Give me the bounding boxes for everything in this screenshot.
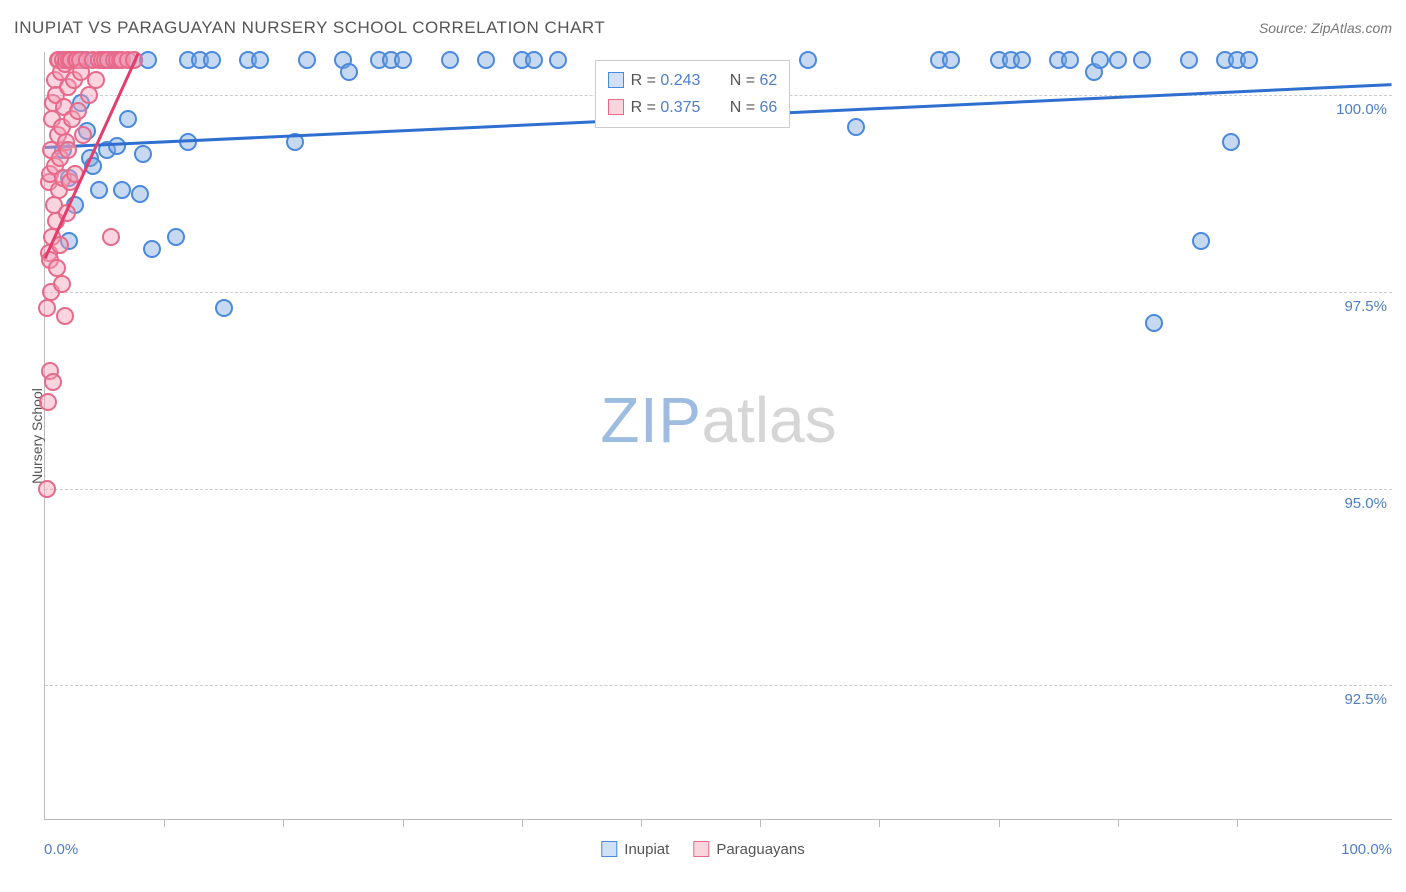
x-tick (641, 819, 642, 827)
legend-swatch (608, 99, 624, 115)
data-point (1109, 51, 1127, 69)
data-point (1091, 51, 1109, 69)
x-tick (879, 819, 880, 827)
chart-title: INUPIAT VS PARAGUAYAN NURSERY SCHOOL COR… (14, 18, 1392, 38)
data-point (113, 181, 131, 199)
data-point (74, 126, 92, 144)
source-name: ZipAtlas.com (1311, 20, 1392, 36)
gridline (45, 685, 1392, 686)
data-point (1222, 133, 1240, 151)
x-tick (283, 819, 284, 827)
data-point (477, 51, 495, 69)
x-tick (999, 819, 1000, 827)
y-tick-label: 92.5% (1344, 691, 1387, 708)
data-point (215, 299, 233, 317)
data-point (549, 51, 567, 69)
legend-r-label: R = (631, 72, 661, 89)
x-tick (403, 819, 404, 827)
data-point (203, 51, 221, 69)
legend-n-value: 66 (760, 99, 778, 116)
x-axis-min-label: 0.0% (44, 841, 78, 858)
data-point (90, 181, 108, 199)
data-point (38, 480, 56, 498)
legend-r-value: 0.375 (660, 94, 716, 121)
y-tick-label: 100.0% (1336, 101, 1387, 118)
data-point (340, 63, 358, 81)
data-point (102, 228, 120, 246)
source-prefix: Source: (1259, 20, 1311, 36)
x-axis-max-label: 100.0% (1341, 841, 1392, 858)
legend-r-label: R = (631, 99, 661, 116)
legend-bottom-item: Paraguayans (693, 841, 804, 858)
legend-n-value: 62 (760, 72, 778, 89)
data-point (1180, 51, 1198, 69)
data-point (1133, 51, 1151, 69)
plot-region: Nursery School ZIPatlas 92.5%95.0%97.5%1… (44, 52, 1392, 820)
y-tick-label: 95.0% (1344, 495, 1387, 512)
legend-bottom-label: Paraguayans (716, 841, 804, 858)
data-point (394, 51, 412, 69)
y-tick-label: 97.5% (1344, 298, 1387, 315)
x-tick (1118, 819, 1119, 827)
legend-bottom-item: Inupiat (601, 841, 669, 858)
data-point (167, 228, 185, 246)
legend-bottom: Inupiat Paraguayans (601, 841, 804, 858)
data-point (38, 299, 56, 317)
data-point (131, 185, 149, 203)
data-point (134, 145, 152, 163)
data-point (251, 51, 269, 69)
data-point (525, 51, 543, 69)
data-point (143, 240, 161, 258)
legend-swatch (601, 841, 617, 857)
legend-n-label: N = (730, 99, 760, 116)
data-point (44, 373, 62, 391)
data-point (80, 86, 98, 104)
data-point (942, 51, 960, 69)
data-point (1013, 51, 1031, 69)
data-point (1192, 232, 1210, 250)
data-point (298, 51, 316, 69)
watermark-atlas: atlas (701, 384, 836, 456)
data-point (39, 393, 57, 411)
legend-swatch (608, 72, 624, 88)
data-point (87, 71, 105, 89)
data-point (1061, 51, 1079, 69)
data-point (847, 118, 865, 136)
x-tick (522, 819, 523, 827)
data-point (69, 102, 87, 120)
source-credit: Source: ZipAtlas.com (1259, 20, 1392, 36)
gridline (45, 489, 1392, 490)
data-point (59, 141, 77, 159)
watermark-zip: ZIP (600, 384, 701, 456)
legend-swatch (693, 841, 709, 857)
data-point (108, 137, 126, 155)
watermark: ZIPatlas (600, 383, 836, 457)
legend-top-row: R = 0.243 N = 62 (608, 67, 778, 94)
data-point (1240, 51, 1258, 69)
x-tick (164, 819, 165, 827)
data-point (441, 51, 459, 69)
legend-r-value: 0.243 (660, 67, 716, 94)
data-point (799, 51, 817, 69)
legend-bottom-label: Inupiat (624, 841, 669, 858)
chart-area: Nursery School ZIPatlas 92.5%95.0%97.5%1… (14, 52, 1392, 880)
data-point (56, 307, 74, 325)
data-point (1145, 314, 1163, 332)
data-point (119, 110, 137, 128)
gridline (45, 292, 1392, 293)
x-tick (1237, 819, 1238, 827)
data-point (53, 275, 71, 293)
x-tick (760, 819, 761, 827)
legend-top: R = 0.243 N = 62R = 0.375 N = 66 (595, 60, 791, 128)
legend-n-label: N = (730, 72, 760, 89)
legend-top-row: R = 0.375 N = 66 (608, 94, 778, 121)
